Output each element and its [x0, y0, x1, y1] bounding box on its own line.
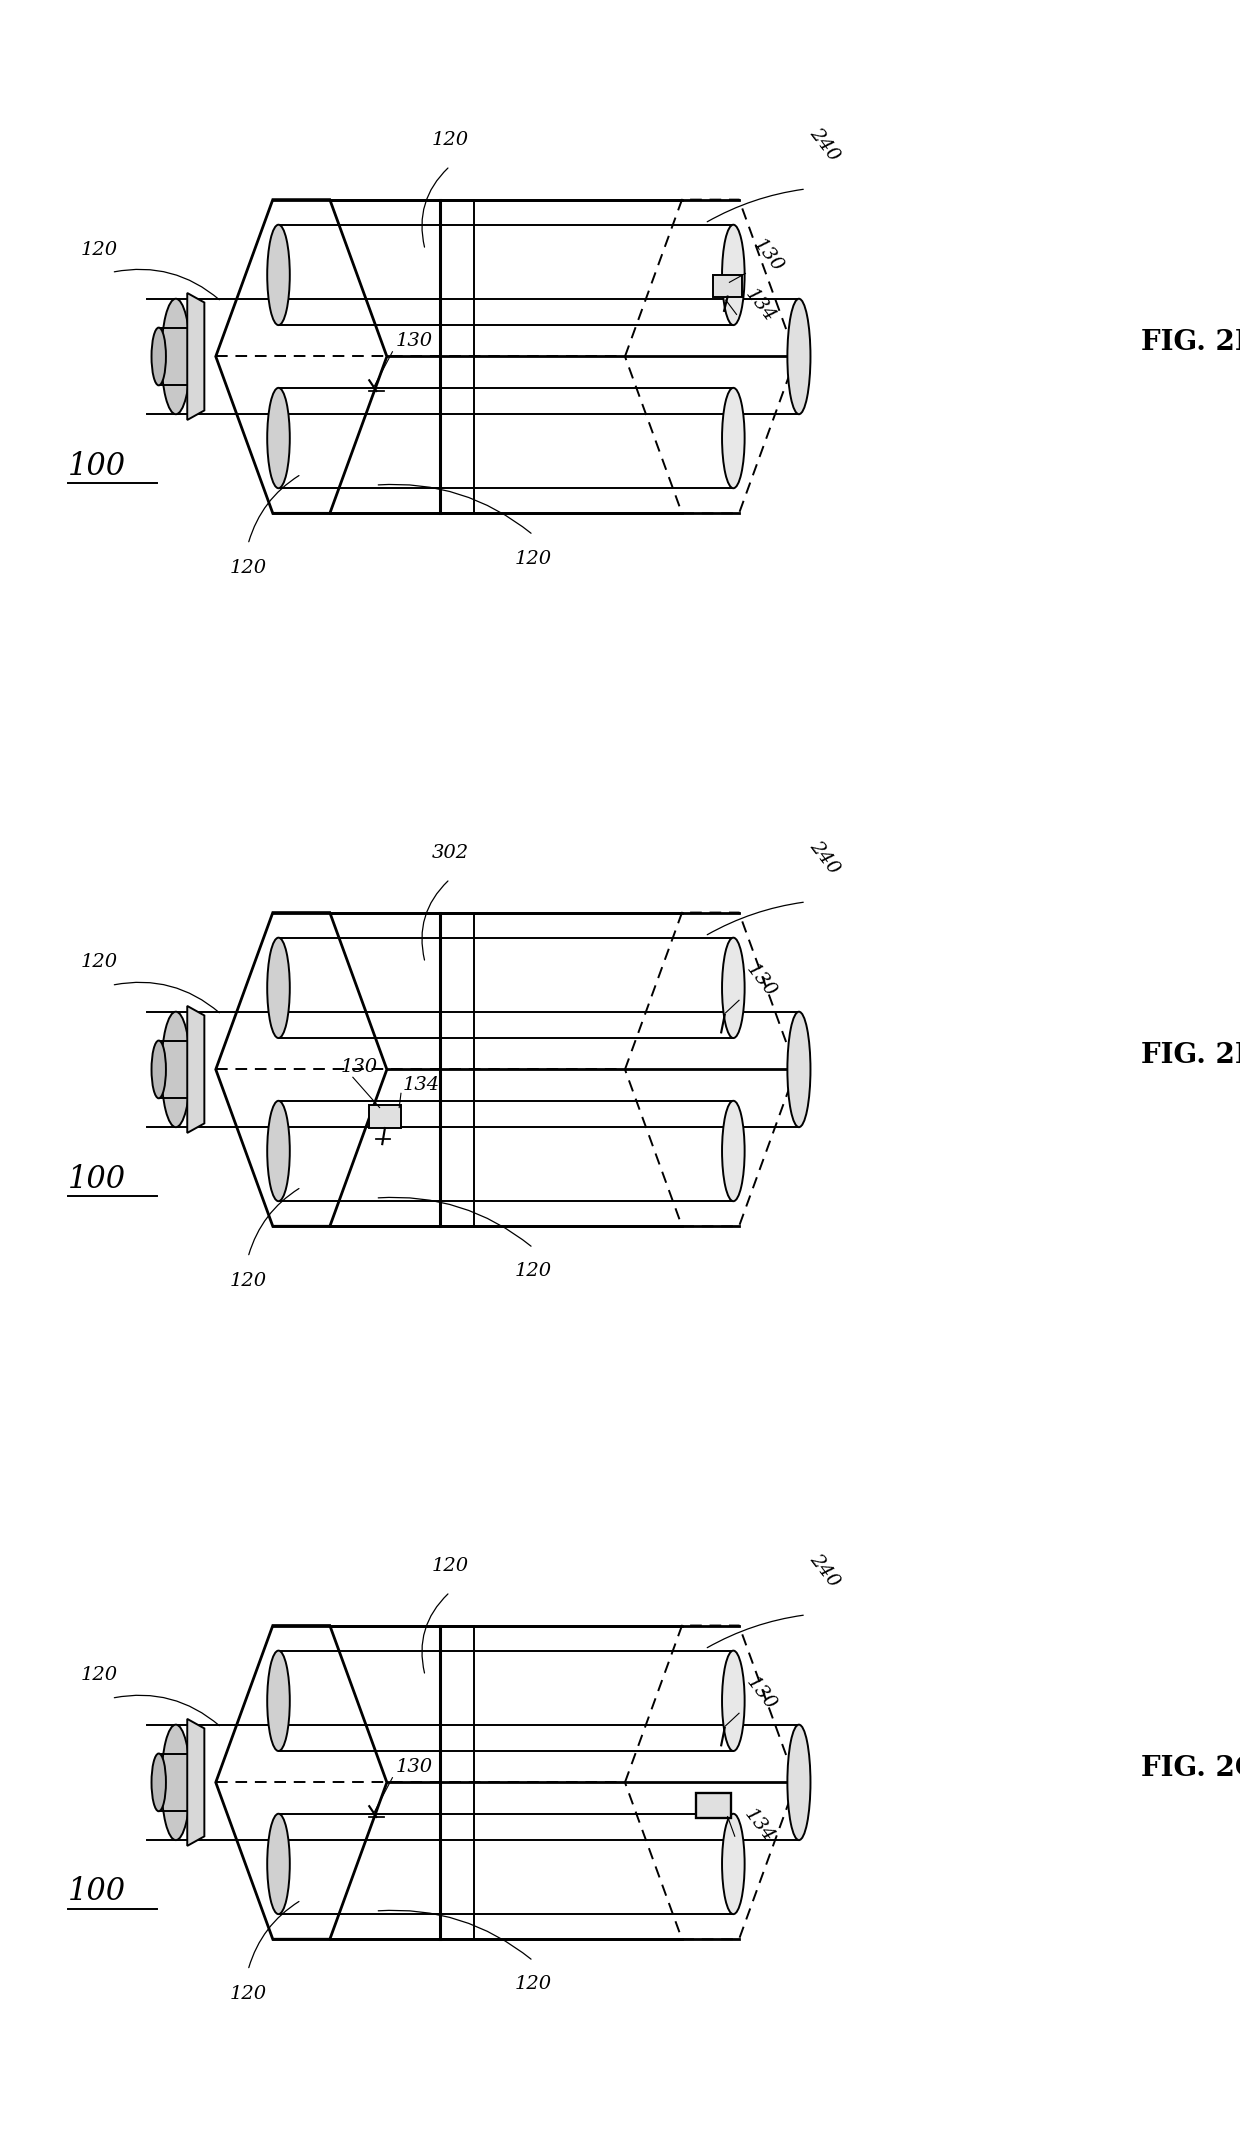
- Text: 134: 134: [403, 1075, 440, 1094]
- Ellipse shape: [267, 1651, 290, 1751]
- Text: 100: 100: [68, 1876, 126, 1908]
- Ellipse shape: [787, 1013, 811, 1126]
- Text: 120: 120: [432, 1557, 469, 1574]
- Ellipse shape: [161, 1013, 190, 1126]
- Text: FIG. 2C: FIG. 2C: [1141, 1756, 1240, 1781]
- Text: FIG. 2E: FIG. 2E: [1141, 330, 1240, 355]
- Ellipse shape: [787, 300, 811, 413]
- Ellipse shape: [151, 1753, 166, 1811]
- Text: FIG. 2D: FIG. 2D: [1141, 1043, 1240, 1068]
- Text: 100: 100: [68, 1163, 126, 1195]
- Polygon shape: [187, 293, 205, 420]
- FancyBboxPatch shape: [696, 1794, 732, 1818]
- Ellipse shape: [267, 388, 290, 488]
- Polygon shape: [187, 1006, 205, 1133]
- Text: 120: 120: [432, 131, 469, 148]
- Text: 130: 130: [396, 332, 433, 351]
- Text: 120: 120: [515, 550, 552, 567]
- Text: 130: 130: [743, 961, 780, 1000]
- Text: 130: 130: [396, 1758, 433, 1777]
- Ellipse shape: [722, 1100, 745, 1201]
- Ellipse shape: [787, 1726, 811, 1839]
- Ellipse shape: [722, 388, 745, 488]
- Ellipse shape: [151, 1041, 166, 1098]
- Ellipse shape: [722, 938, 745, 1038]
- Text: 240: 240: [806, 1550, 843, 1591]
- Text: 240: 240: [806, 124, 843, 165]
- Text: 120: 120: [81, 240, 118, 259]
- Text: 130: 130: [340, 1058, 377, 1077]
- Text: 120: 120: [229, 1272, 267, 1289]
- Text: 134: 134: [740, 1805, 777, 1846]
- Text: 302: 302: [432, 844, 469, 861]
- Text: 120: 120: [515, 1263, 552, 1280]
- Text: 120: 120: [229, 1985, 267, 2002]
- Ellipse shape: [722, 225, 745, 325]
- Text: 120: 120: [81, 1666, 118, 1685]
- Text: 120: 120: [515, 1976, 552, 1993]
- Ellipse shape: [267, 1813, 290, 1914]
- Ellipse shape: [151, 328, 166, 385]
- FancyBboxPatch shape: [368, 1105, 401, 1128]
- Polygon shape: [187, 1719, 205, 1846]
- Text: 134: 134: [742, 285, 779, 325]
- FancyBboxPatch shape: [713, 276, 742, 298]
- Ellipse shape: [267, 1100, 290, 1201]
- Text: 240: 240: [806, 837, 843, 878]
- Ellipse shape: [161, 1726, 190, 1839]
- Text: 120: 120: [81, 953, 118, 972]
- Text: 130: 130: [749, 236, 786, 276]
- Ellipse shape: [267, 225, 290, 325]
- Text: 120: 120: [229, 559, 267, 576]
- Text: 100: 100: [68, 450, 126, 482]
- Ellipse shape: [161, 300, 190, 413]
- Text: 130: 130: [743, 1674, 780, 1713]
- Ellipse shape: [722, 1651, 745, 1751]
- Ellipse shape: [267, 938, 290, 1038]
- Ellipse shape: [722, 1813, 745, 1914]
